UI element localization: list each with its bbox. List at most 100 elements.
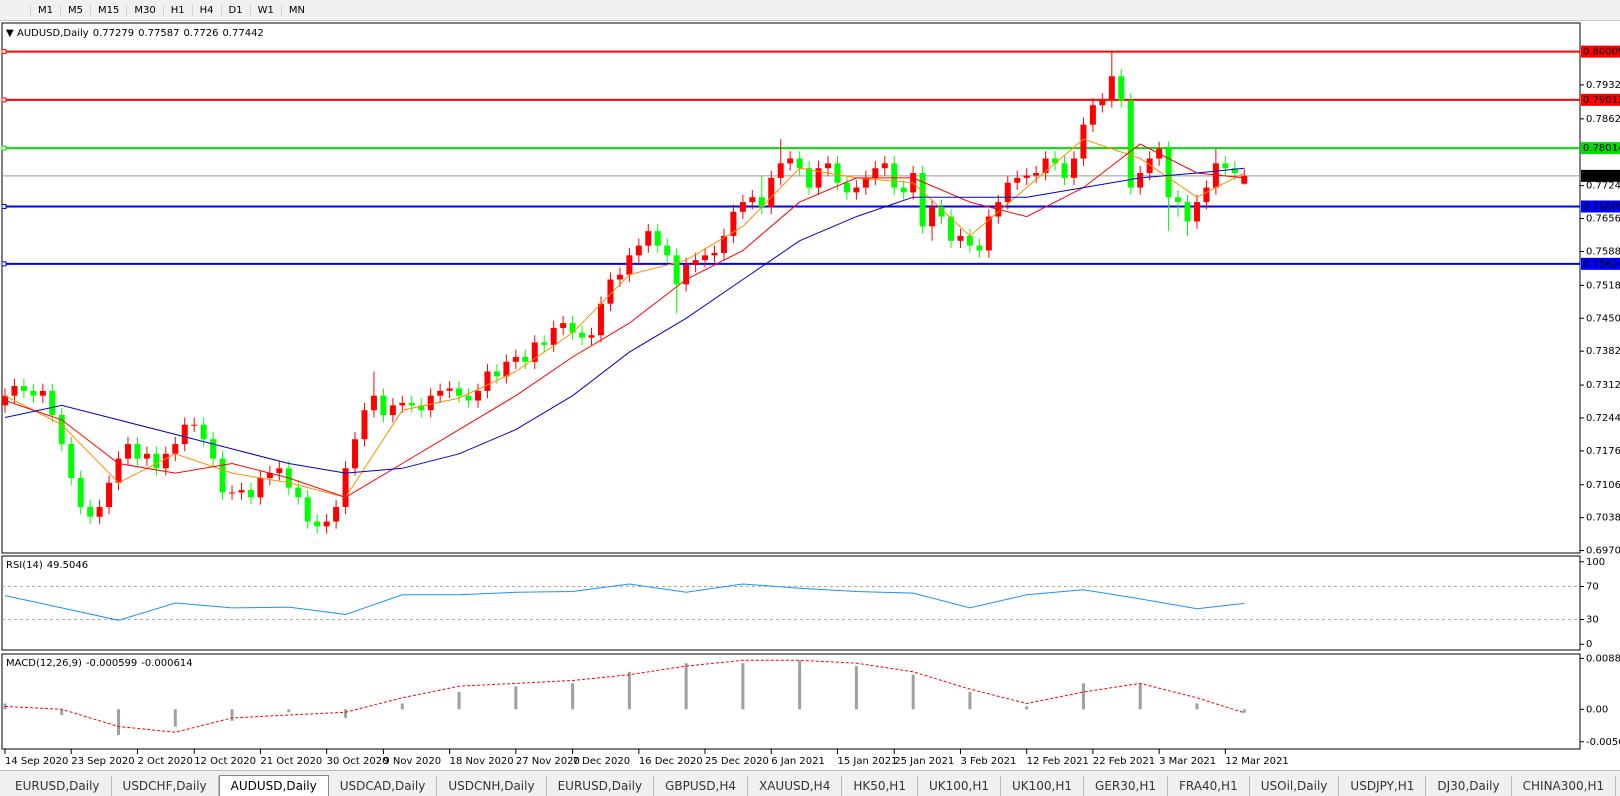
candle-body	[238, 490, 245, 493]
candle-body	[891, 163, 898, 188]
level-price-label: 0.75624	[1583, 259, 1620, 270]
indicator-header: RSI(14) 49.5046	[6, 560, 88, 571]
candle-body	[1137, 173, 1144, 188]
candle-body	[210, 439, 217, 459]
candle-body	[1033, 173, 1040, 176]
candle-body	[162, 453, 169, 469]
indicator-name: MACD(12,26,9)	[6, 658, 82, 669]
level-handle	[1, 145, 7, 151]
chart-tab[interactable]: FRA40,H1	[1168, 776, 1250, 796]
candle-body	[985, 216, 992, 251]
timeframe-button[interactable]: W1	[249, 4, 281, 16]
chart-tab[interactable]: USDCAD,Daily	[329, 776, 438, 796]
candle-body	[1165, 148, 1172, 198]
macd-bar	[627, 671, 631, 710]
candle-body	[1222, 163, 1229, 169]
chart-tab[interactable]: AUDUSD,Daily	[218, 775, 329, 796]
candle-body	[919, 173, 926, 227]
candle-body	[437, 390, 444, 396]
candle-body	[314, 521, 321, 527]
chart-tab[interactable]: UK100,H1	[918, 776, 1001, 796]
candle-body	[929, 206, 936, 227]
ohlc-value: 0.77587	[138, 28, 179, 39]
timeframe-button[interactable]: M15	[90, 4, 126, 16]
candle-body	[1127, 100, 1134, 188]
candle-body	[635, 245, 642, 256]
candle-body	[597, 303, 604, 336]
timeframe-button[interactable]: H1	[162, 4, 192, 16]
chart-tab[interactable]: GBPUSD,H4	[654, 776, 748, 796]
candle-body	[39, 390, 46, 396]
y-tick-label: -0.00565	[1586, 737, 1620, 748]
chart-tab[interactable]: USDCHF,Daily	[112, 776, 219, 796]
timeframe-button[interactable]: MN	[280, 4, 312, 16]
x-tick-label: 25 Jan 2021	[894, 756, 954, 767]
candle-body	[77, 477, 84, 508]
chart-tab[interactable]: EURUSD,Daily	[547, 776, 655, 796]
x-tick-label: 9 Nov 2020	[383, 756, 441, 767]
candle-body	[862, 177, 869, 188]
current-price-label: 0.77442	[1583, 171, 1620, 182]
x-tick-label: 16 Dec 2020	[639, 756, 703, 767]
candle-body	[616, 274, 623, 280]
chart-tab[interactable]: USOil,Daily	[1250, 776, 1340, 796]
candle-body	[456, 388, 463, 396]
candle-body	[777, 163, 784, 178]
timeframe-button[interactable]: D1	[220, 4, 250, 16]
chart-tab[interactable]: HK50,H1	[842, 776, 918, 796]
candle-body	[247, 490, 254, 498]
macd-bar	[60, 709, 64, 716]
x-tick-label: 2 Oct 2020	[137, 756, 192, 767]
y-tick-label: 30	[1586, 614, 1599, 625]
candle-body	[418, 405, 425, 411]
chart-tab[interactable]: XAUUSD,H4	[748, 776, 843, 796]
chart-tab[interactable]: EURUSD,Daily	[4, 776, 112, 796]
level-handle	[1, 261, 7, 267]
timeframe-button[interactable]: M1	[30, 4, 60, 16]
chart-tab[interactable]: DJ30,Daily	[1426, 776, 1512, 796]
candle-body	[1004, 182, 1011, 203]
candle-body	[106, 482, 113, 508]
candle-body	[1070, 158, 1077, 178]
candle-body	[370, 395, 377, 411]
timeframe-button[interactable]: M5	[60, 4, 90, 16]
candle-body	[1193, 202, 1200, 222]
candle-body	[475, 390, 481, 401]
candle-body	[938, 206, 945, 217]
chart-tab[interactable]: CHINA300,H1	[1512, 776, 1617, 796]
timeframe-button[interactable]: H4	[191, 4, 221, 16]
y-tick-label: 0.69700	[1586, 546, 1620, 557]
candle-body	[389, 405, 396, 416]
chart-tab[interactable]: GER30,H1	[1084, 776, 1168, 796]
timeframe-button[interactable]: M30	[126, 4, 162, 16]
ohlc-value: 0.7726	[183, 28, 218, 39]
candle-body	[834, 163, 841, 183]
chart-tab[interactable]: UK100,H1	[1001, 776, 1085, 796]
candle-body	[872, 168, 879, 178]
candle-body	[1052, 158, 1059, 164]
candle-body	[229, 492, 236, 494]
rsi-line	[4, 583, 1245, 621]
macd-bar	[173, 709, 177, 727]
level-price-label: 0.80009	[1583, 47, 1620, 58]
level-price-box	[1581, 142, 1620, 155]
candle-body	[124, 444, 131, 459]
candle-body	[1231, 168, 1238, 174]
chart-tab[interactable]: USDJPY,H1	[1339, 776, 1427, 796]
chart-tab[interactable]: USOil,...	[1616, 776, 1620, 796]
candle-body	[957, 235, 964, 241]
candle-body	[758, 197, 765, 207]
candle-body	[739, 202, 746, 212]
candle-body	[1203, 187, 1210, 203]
candle-body	[96, 507, 103, 517]
chart-tab[interactable]: USDCNH,Daily	[437, 776, 547, 796]
x-tick-label: 15 Jan 2021	[837, 756, 897, 767]
candle-body	[87, 507, 94, 517]
candle-body	[683, 265, 690, 285]
